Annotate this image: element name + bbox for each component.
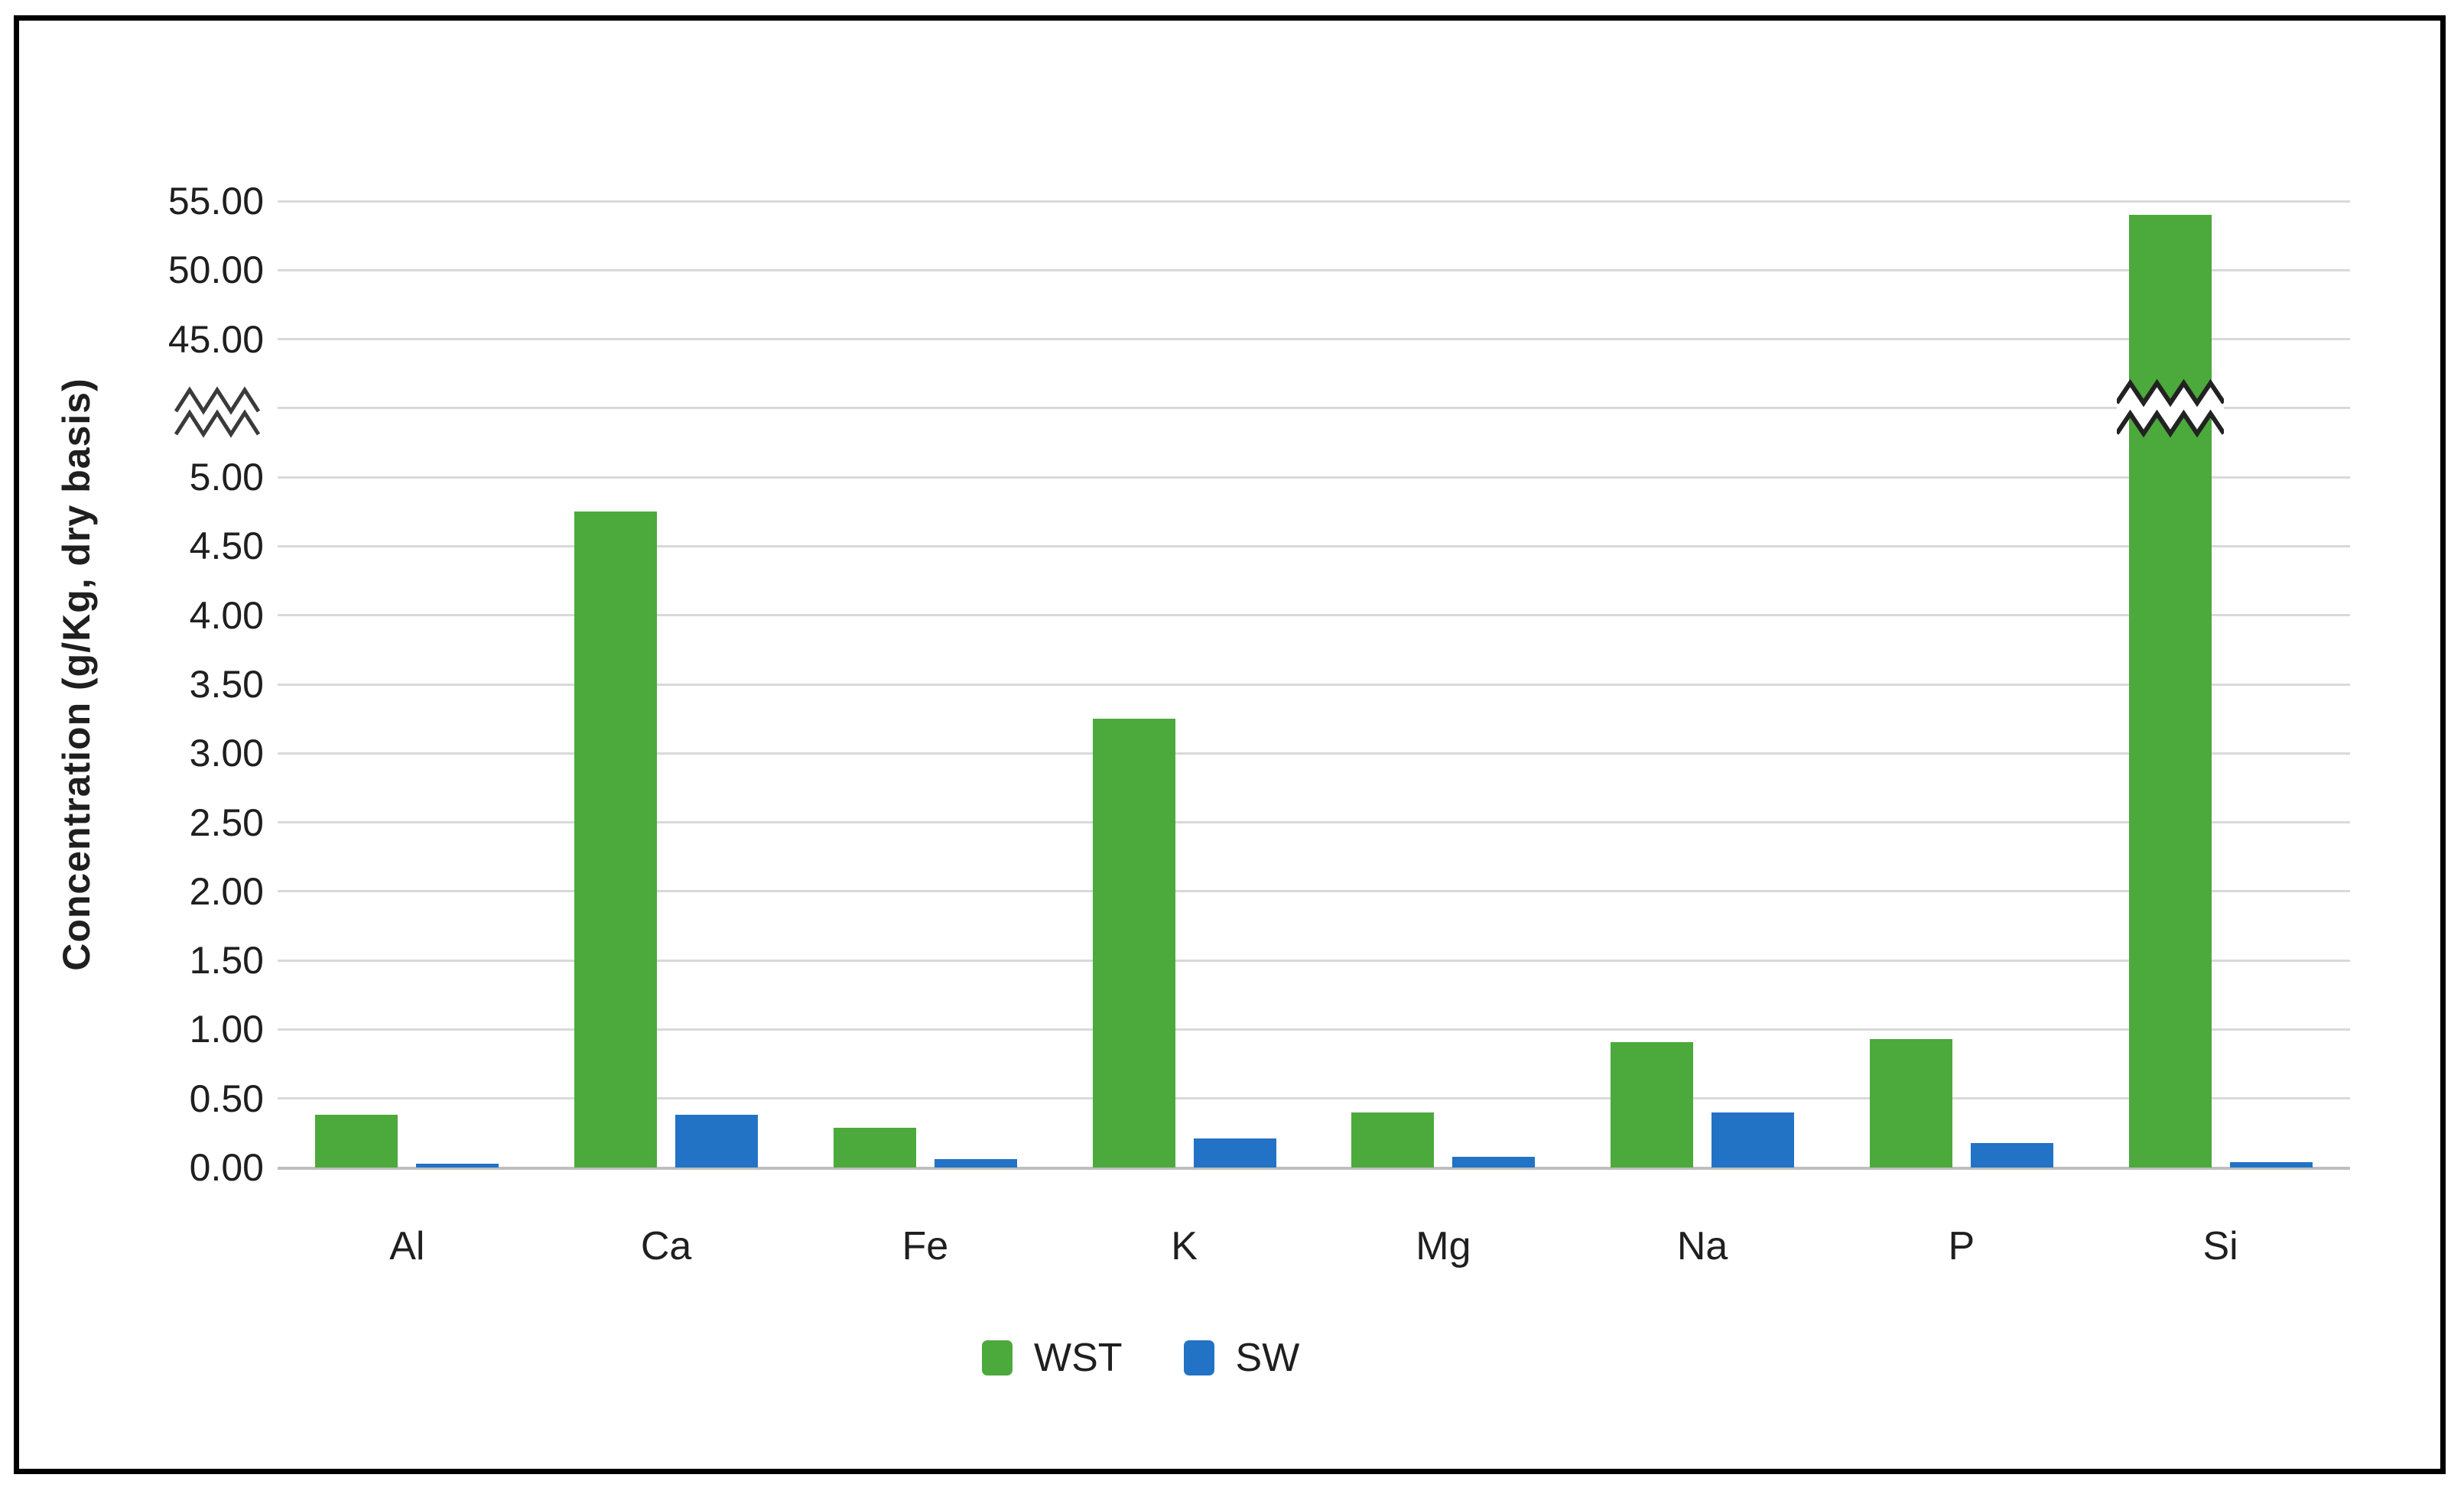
- y-tick-label: 50.00: [167, 248, 264, 292]
- y-tick-label: 3.50: [189, 663, 264, 706]
- gridline: [278, 752, 2350, 755]
- x-category-label-na: Na: [1676, 1224, 1728, 1268]
- bar-ca-sw: [675, 1115, 759, 1168]
- gridline: [278, 407, 2350, 410]
- plot-area: [278, 200, 2350, 1170]
- y-tick-label: 45.00: [167, 317, 264, 361]
- x-category-label-fe: Fe: [902, 1224, 949, 1268]
- bar-p-sw: [1970, 1142, 2053, 1168]
- y-tick-label: 1.00: [189, 1008, 264, 1051]
- y-tick-label: 0.50: [189, 1077, 264, 1120]
- gridline: [278, 544, 2350, 547]
- y-tick-label: 4.00: [189, 593, 264, 637]
- bar-si-wst: [2128, 215, 2212, 1168]
- legend-item-sw: SW: [1183, 1335, 1300, 1381]
- bar-si-sw: [2229, 1161, 2313, 1168]
- x-axis-line: [278, 1166, 2350, 1170]
- gridline: [278, 821, 2350, 824]
- gridline: [278, 614, 2350, 617]
- bar-break-icon: [2116, 378, 2224, 438]
- axis-break-icon: [174, 386, 260, 438]
- gridline: [278, 959, 2350, 962]
- x-category-label-k: K: [1171, 1224, 1198, 1268]
- y-tick-label: 1.50: [189, 939, 264, 982]
- legend-swatch-sw: [1183, 1340, 1214, 1375]
- x-category-label-mg: Mg: [1416, 1224, 1471, 1268]
- legend-label-wst: WST: [1034, 1336, 1123, 1380]
- x-category-label-p: P: [1948, 1224, 1975, 1268]
- gridline: [278, 1097, 2350, 1100]
- legend-item-wst: WST: [982, 1335, 1123, 1381]
- y-tick-label: 2.50: [189, 801, 264, 844]
- gridline: [278, 338, 2350, 341]
- y-tick-label: 4.50: [189, 525, 264, 568]
- bar-p-wst: [1869, 1039, 1952, 1168]
- bar-mg-wst: [1351, 1112, 1435, 1168]
- y-tick-label: 2.00: [189, 869, 264, 913]
- bar-ca-wst: [574, 512, 658, 1168]
- y-tick-label: 3.00: [189, 732, 264, 775]
- legend-label-sw: SW: [1235, 1336, 1300, 1380]
- figure-frame: [14, 15, 2446, 1474]
- bar-fe-wst: [833, 1127, 916, 1168]
- bar-na-sw: [1711, 1112, 1795, 1168]
- y-tick-label: 5.00: [189, 456, 264, 499]
- x-category-label-al: Al: [389, 1224, 425, 1268]
- gridline: [278, 890, 2350, 893]
- legend: WST SW: [982, 1335, 1299, 1381]
- bar-al-wst: [315, 1115, 398, 1168]
- x-category-label-si: Si: [2202, 1224, 2238, 1268]
- x-category-label-ca: Ca: [640, 1224, 692, 1268]
- y-tick-label: 0.00: [189, 1146, 264, 1189]
- bar-na-wst: [1611, 1041, 1694, 1168]
- gridline: [278, 476, 2350, 479]
- gridline: [278, 268, 2350, 271]
- bar-k-sw: [1193, 1138, 1276, 1168]
- bar-al-sw: [416, 1163, 499, 1168]
- legend-swatch-wst: [982, 1340, 1013, 1375]
- bar-k-wst: [1092, 719, 1175, 1168]
- bar-mg-sw: [1452, 1156, 1536, 1168]
- gridline: [278, 200, 2350, 203]
- bar-fe-sw: [934, 1159, 1017, 1168]
- y-tick-label: 55.00: [167, 180, 264, 222]
- gridline: [278, 1028, 2350, 1031]
- gridline: [278, 683, 2350, 686]
